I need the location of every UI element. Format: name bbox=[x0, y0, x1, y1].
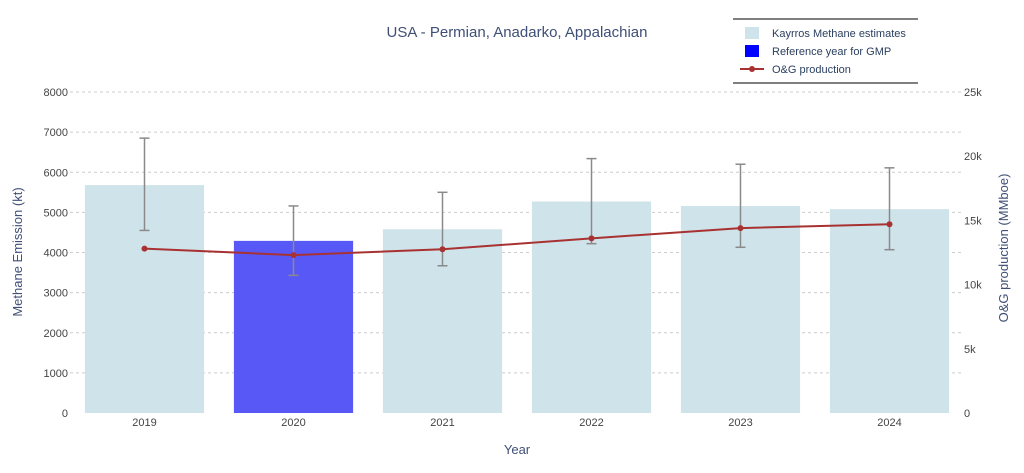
tick-labels: 0 1000 2000 3000 4000 5000 6000 7000 8000 0 5k 10k 1… bbox=[44, 87, 983, 429]
legend-swatch-reference bbox=[745, 45, 759, 57]
production-line bbox=[141, 221, 893, 259]
y-tick-label: 3000 bbox=[44, 288, 68, 300]
production-point-2021 bbox=[439, 246, 446, 253]
y2-tick-label: 5k bbox=[964, 344, 976, 356]
legend-label-estimates: Kayrros Methane estimates bbox=[772, 28, 906, 40]
y-tick-label: 0 bbox=[62, 408, 68, 420]
y2-tick-label: 20k bbox=[964, 151, 982, 163]
x-tick-label: 2023 bbox=[728, 417, 752, 429]
x-tick-label: 2020 bbox=[281, 417, 305, 429]
legend-label-production: O&G production bbox=[772, 64, 851, 76]
y-tick-label: 1000 bbox=[44, 368, 68, 380]
y2-tick-label: 15k bbox=[964, 215, 982, 227]
y-tick-label: 7000 bbox=[44, 127, 68, 139]
y-tick-label: 8000 bbox=[44, 87, 68, 99]
y-tick-label: 6000 bbox=[44, 167, 68, 179]
y2-tick-label: 25k bbox=[964, 87, 982, 99]
x-tick-label: 2019 bbox=[132, 417, 156, 429]
chart-title: USA - Permian, Anadarko, Appalachian bbox=[387, 24, 648, 41]
gridlines bbox=[70, 91, 964, 374]
y2-tick-label: 0 bbox=[964, 408, 970, 420]
y-tick-label: 2000 bbox=[44, 328, 68, 340]
x-axis-title: Year bbox=[504, 442, 531, 457]
y-tick-label: 5000 bbox=[44, 207, 68, 219]
error-bars bbox=[139, 137, 895, 277]
bars bbox=[84, 185, 950, 413]
x-tick-label: 2024 bbox=[877, 417, 901, 429]
legend-swatch-marker bbox=[749, 66, 755, 72]
y2-axis-title: O&G production (MMboe) bbox=[996, 174, 1011, 323]
production-line-path bbox=[144, 223, 890, 257]
production-point-2023 bbox=[737, 225, 744, 232]
legend-label-reference: Reference year for GMP bbox=[772, 46, 891, 58]
production-point-2020 bbox=[290, 252, 297, 259]
production-point-2022 bbox=[588, 235, 595, 242]
y-axis-title: Methane Emission (kt) bbox=[10, 187, 25, 316]
legend: Kayrros Methane estimates Reference year… bbox=[733, 18, 918, 84]
production-point-2019 bbox=[141, 245, 148, 252]
x-tick-label: 2022 bbox=[579, 417, 603, 429]
legend-swatch-estimates bbox=[745, 27, 759, 39]
production-point-2024 bbox=[886, 221, 893, 228]
x-tick-label: 2021 bbox=[430, 417, 454, 429]
y2-tick-label: 10k bbox=[964, 280, 982, 292]
y-tick-label: 4000 bbox=[44, 248, 68, 260]
